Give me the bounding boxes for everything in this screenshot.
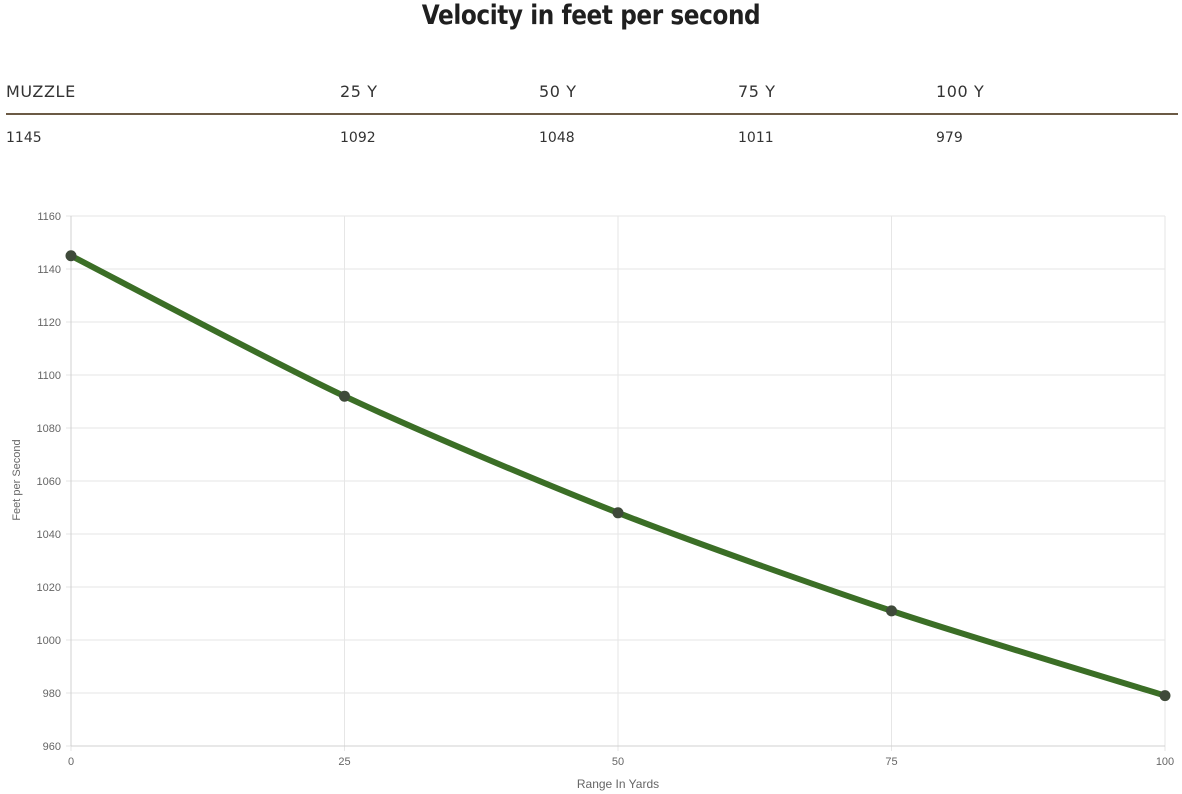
column-header-100y: 100 Y [936,82,985,101]
y-axis-label: Feet per Second [11,439,23,520]
chart-grid [66,215,1166,751]
data-point [1159,690,1171,702]
y-tick-label: 960 [43,741,61,753]
cell-50y: 1048 [539,130,575,146]
y-tick-label: 1080 [37,423,61,435]
x-tick-label: 75 [885,756,897,768]
x-tick-label: 100 [1156,756,1174,768]
cell-75y: 1011 [738,130,774,146]
column-header-muzzle: MUZZLE [6,82,76,101]
y-tick-label: 1000 [37,635,61,647]
data-point [339,390,350,402]
y-tick-label: 1160 [37,211,61,223]
x-axis-label: Range In Yards [577,777,659,791]
series-line [68,252,1168,699]
x-tick-label: 50 [612,756,624,768]
column-header-75y: 75 Y [738,82,776,101]
y-tick-label: 1040 [37,529,61,541]
x-axis-ticks: 0 25 50 75 100 [68,756,1174,768]
y-tick-label: 1020 [37,582,61,594]
velocity-table: MUZZLE 25 Y 50 Y 75 Y 100 Y 1145 1092 10… [6,80,1178,149]
y-tick-label: 1060 [37,476,61,488]
x-tick-label: 0 [68,756,74,768]
table-header-row: MUZZLE 25 Y 50 Y 75 Y 100 Y [6,80,1178,115]
cell-100y: 979 [936,130,963,146]
x-tick-label: 25 [338,756,350,768]
chart-axes [70,216,1165,747]
y-tick-label: 1120 [37,317,61,329]
cell-25y: 1092 [340,130,376,146]
cell-muzzle: 1145 [6,130,42,146]
data-point [65,250,77,262]
column-header-25y: 25 Y [340,82,378,101]
page-title: Velocity in feet per second [421,0,761,31]
axis-labels: Range In Yards Feet per Second [11,439,659,791]
y-axis-ticks: 960 980 1000 1020 1040 1060 1080 1100 1120 1140 11… [37,211,61,753]
data-point [886,605,897,617]
chart-series [65,250,1171,702]
y-tick-label: 1100 [37,370,61,382]
column-header-50y: 50 Y [539,82,577,101]
y-tick-label: 980 [43,688,61,700]
y-tick-label: 1140 [37,264,61,276]
data-point [612,507,624,519]
table-row: 1145 1092 1048 1011 979 [6,115,1178,149]
